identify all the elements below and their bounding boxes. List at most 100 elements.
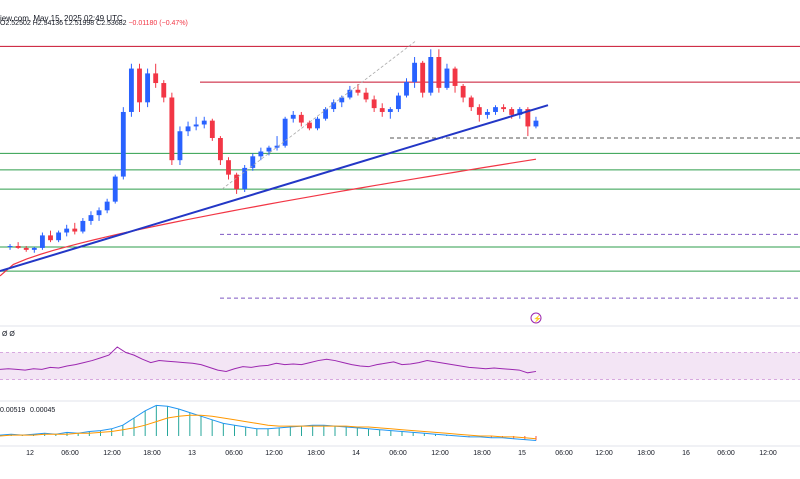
chart-ohlc: O2.52502 H2.54136 L2.51998 C2.53682 −0.0… — [0, 20, 188, 27]
x-tick-label: 18:00 — [143, 450, 161, 457]
x-tick-label: 06:00 — [225, 450, 243, 457]
chart-header: iew.com, May 15, 2025 02:49 UTC — [0, 14, 123, 23]
candle-down — [306, 122, 312, 129]
candle-down — [161, 83, 167, 98]
candle-up — [120, 111, 126, 177]
candle-up — [7, 246, 13, 247]
x-tick-label: 16 — [682, 450, 690, 457]
measure-line — [221, 41, 416, 190]
x-tick-label: 12:00 — [103, 450, 121, 457]
candle-up — [323, 109, 329, 119]
x-tick-label: 12:00 — [759, 450, 777, 457]
candle-up — [282, 118, 288, 146]
candle-up — [177, 131, 183, 161]
candle-up — [104, 201, 110, 211]
candle-down — [298, 114, 304, 123]
macd-line — [0, 404, 537, 441]
candle-up — [96, 210, 102, 216]
candle-down — [436, 57, 442, 88]
candle-up — [290, 114, 296, 119]
x-tick-label: 06:00 — [61, 450, 79, 457]
moving-average-line — [0, 158, 537, 277]
candle-up — [64, 228, 70, 233]
candle-down — [476, 107, 482, 115]
candle-down — [153, 73, 159, 84]
candle-up — [444, 68, 450, 88]
candle-down — [355, 89, 361, 93]
candle-down — [217, 138, 223, 161]
candle-down — [460, 85, 466, 98]
candle-down — [379, 108, 385, 112]
candle-up — [339, 97, 345, 103]
alert-icon — [530, 312, 542, 324]
macd-label-a: 0.00519 — [0, 407, 25, 414]
candle-down — [48, 235, 53, 241]
x-tick-label: 06:00 — [717, 450, 735, 457]
alert-icon-glyph: ⚡ — [533, 314, 542, 323]
candle-up — [112, 176, 118, 202]
x-tick-label: 13 — [188, 450, 196, 457]
candle-up — [39, 235, 45, 248]
x-tick-label: 15 — [518, 450, 526, 457]
x-tick-label: 14 — [352, 450, 360, 457]
macd-signal-line — [0, 414, 537, 440]
candle-up — [31, 247, 37, 250]
x-tick-label: 18:00 — [473, 450, 491, 457]
x-tick-label: 06:00 — [389, 450, 407, 457]
candle-down — [15, 246, 21, 248]
x-tick-label: 12 — [26, 450, 34, 457]
x-tick-label: 18:00 — [307, 450, 325, 457]
x-tick-label: 12:00 — [265, 450, 283, 457]
candle-down — [468, 97, 474, 108]
candle-down — [525, 109, 531, 127]
candle-up — [274, 145, 280, 148]
candle-up — [412, 62, 418, 83]
candle-down — [72, 228, 78, 232]
candle-up — [88, 215, 94, 221]
candle-up — [387, 109, 393, 112]
candle-up — [250, 156, 256, 168]
rsi-line — [0, 346, 537, 374]
x-tick-label: 12:00 — [431, 450, 449, 457]
candle-up — [80, 220, 86, 232]
candle-up — [517, 109, 523, 115]
candle-down — [23, 247, 29, 250]
header-source: iew.com, May 15, 2025 02:49 UTC — [0, 14, 123, 23]
candle-down — [420, 62, 426, 93]
trendline — [0, 104, 549, 273]
candle-up — [315, 118, 320, 129]
candle-up — [493, 107, 498, 112]
candle-up — [404, 82, 409, 96]
candle-up — [145, 73, 151, 103]
candle-up — [242, 167, 248, 190]
candle-down — [501, 107, 507, 110]
candle-up — [258, 151, 264, 157]
macd-label-b: 0.00045 — [30, 407, 55, 414]
rsi-label: Ø Ø — [2, 331, 15, 338]
candle-down — [452, 68, 458, 86]
candle-up — [56, 232, 62, 241]
rsi-band — [0, 352, 800, 380]
candle-up — [128, 68, 134, 112]
candle-up — [193, 124, 199, 127]
candle-up — [484, 111, 490, 115]
x-tick-label: 18:00 — [637, 450, 655, 457]
candle-up — [428, 57, 434, 93]
candle-down — [209, 120, 215, 138]
candle-down — [509, 109, 515, 115]
candle-down — [363, 92, 369, 100]
x-tick-label: 12:00 — [595, 450, 613, 457]
ohlc-change: −0.01180 (−0.47%) — [128, 20, 188, 27]
candle-down — [234, 174, 240, 190]
candle-up — [347, 89, 353, 98]
ohlc-values: O2.52502 H2.54136 L2.51998 C2.53682 — [0, 20, 127, 27]
candle-up — [266, 147, 272, 152]
candle-up — [331, 102, 337, 110]
candle-down — [137, 68, 142, 103]
candle-up — [201, 120, 207, 125]
candle-down — [169, 97, 175, 161]
candle-up — [185, 126, 191, 132]
x-tick-label: 06:00 — [555, 450, 573, 457]
